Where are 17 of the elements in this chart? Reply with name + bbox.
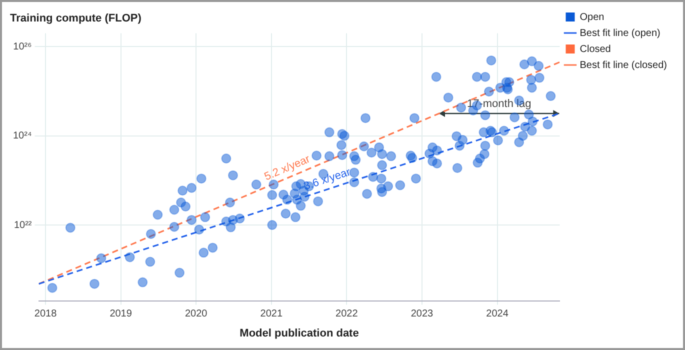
x-axis-title: Model publication date (240, 327, 359, 340)
y-tick-label: 10²⁶ (13, 41, 32, 52)
x-tick-label: 2018 (34, 308, 58, 320)
legend-label: Best fit line (closed) (580, 60, 668, 71)
x-tick-label: 2023 (410, 308, 434, 320)
legend-label: Best fit line (open) (580, 28, 660, 39)
legend-label: Open (580, 12, 604, 23)
y-axis-title: Training compute (FLOP) (10, 12, 142, 25)
x-tick-label: 2019 (110, 308, 132, 320)
x-tick-label: 2021 (260, 308, 283, 320)
y-tick-label: 10²⁴ (13, 130, 32, 142)
x-tick-label: 2020 (184, 308, 208, 320)
y-tick-label: 10²² (14, 220, 32, 231)
x-tick-label: 2024 (486, 308, 509, 320)
x-tick-label: 2022 (336, 308, 358, 320)
legend-label: Closed (580, 44, 611, 55)
annotation: 3.6 x/year (302, 166, 352, 193)
